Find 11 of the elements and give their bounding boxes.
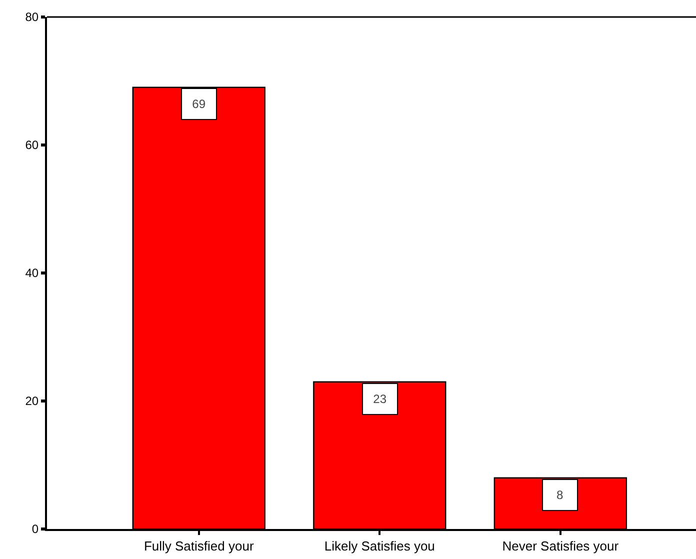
y-tick-label: 80 <box>25 10 39 24</box>
x-tick-label: Likely Satisfies you <box>324 538 435 554</box>
x-tick-label: Fully Satisfied your <box>144 538 254 554</box>
data-label: 23 <box>373 392 387 406</box>
data-label: 69 <box>192 97 206 111</box>
data-label: 8 <box>556 488 564 502</box>
x-tick-label: Never Satisfies your <box>502 538 620 554</box>
y-tick-label: 20 <box>25 394 39 408</box>
y-tick-label: 0 <box>32 522 39 536</box>
y-tick-label: 40 <box>25 266 39 280</box>
y-tick-label: 60 <box>25 138 39 152</box>
